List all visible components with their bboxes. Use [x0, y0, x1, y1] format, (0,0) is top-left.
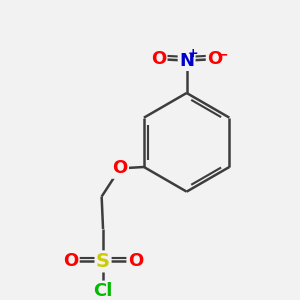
Text: Cl: Cl — [93, 282, 113, 300]
Text: +: + — [188, 47, 198, 60]
Text: −: − — [217, 47, 229, 61]
Text: O: O — [112, 159, 128, 177]
Text: N: N — [179, 52, 194, 70]
Text: O: O — [63, 252, 78, 270]
Text: O: O — [207, 50, 223, 68]
Text: S: S — [96, 252, 110, 271]
Text: O: O — [128, 252, 143, 270]
Text: O: O — [151, 50, 166, 68]
